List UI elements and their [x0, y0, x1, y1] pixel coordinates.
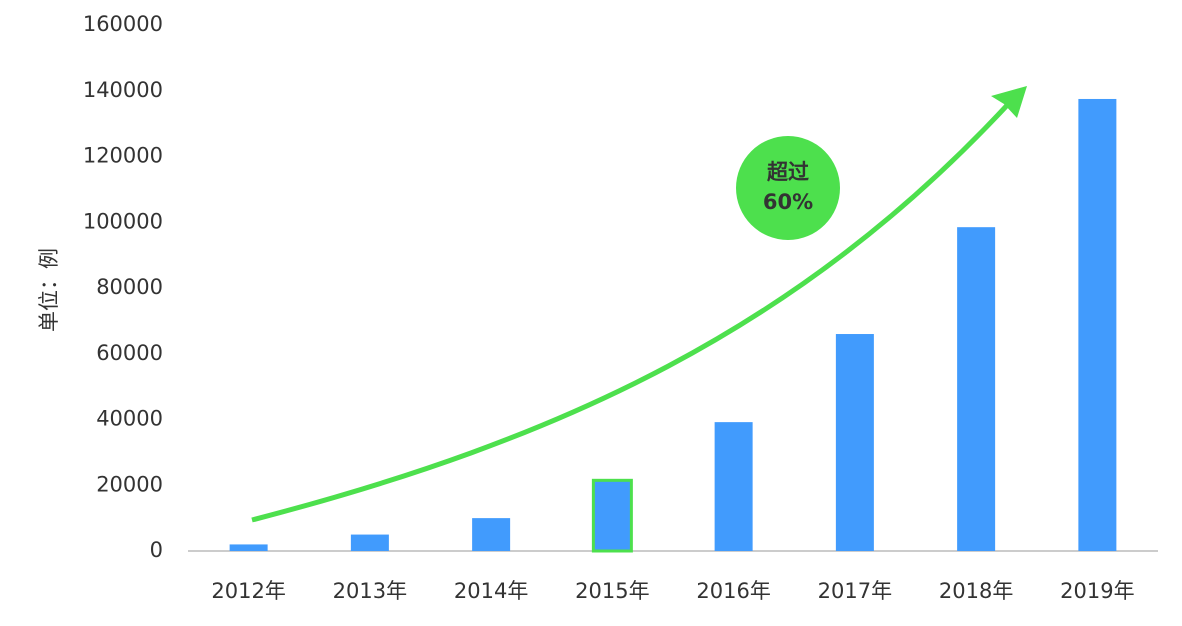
trend-arrow	[251, 98, 1014, 523]
bar	[472, 518, 511, 551]
annotation-text: 超过	[767, 160, 809, 184]
bar	[350, 534, 389, 551]
bar	[229, 544, 268, 551]
x-tick-label: 2014年	[454, 579, 528, 603]
x-tick-label: 2018年	[939, 579, 1013, 603]
bar	[835, 334, 874, 551]
x-tick-label: 2013年	[333, 579, 407, 603]
x-tick-label: 2016年	[696, 579, 770, 603]
y-tick-label: 140000	[83, 78, 163, 102]
annotation-text: 60%	[763, 190, 813, 214]
bar	[957, 227, 996, 551]
x-tick-label: 2017年	[818, 579, 892, 603]
bar	[591, 478, 633, 553]
y-axis-label: 单位：例	[37, 248, 61, 332]
y-tick-label: 100000	[83, 209, 163, 233]
y-tick-label: 160000	[83, 12, 163, 36]
y-tick-label: 120000	[83, 144, 163, 168]
x-tick-label: 2012年	[211, 579, 285, 603]
x-tick-label: 2019年	[1060, 579, 1134, 603]
annotation-badge	[736, 136, 840, 240]
x-tick-label: 2015年	[575, 579, 649, 603]
y-tick-label: 0	[150, 538, 163, 562]
bar	[1078, 98, 1117, 551]
arrow-head	[991, 86, 1027, 118]
y-tick-label: 20000	[96, 472, 163, 496]
y-tick-label: 80000	[96, 275, 163, 299]
y-tick-label: 40000	[96, 407, 163, 431]
y-tick-label: 60000	[96, 341, 163, 365]
bar	[714, 422, 753, 551]
